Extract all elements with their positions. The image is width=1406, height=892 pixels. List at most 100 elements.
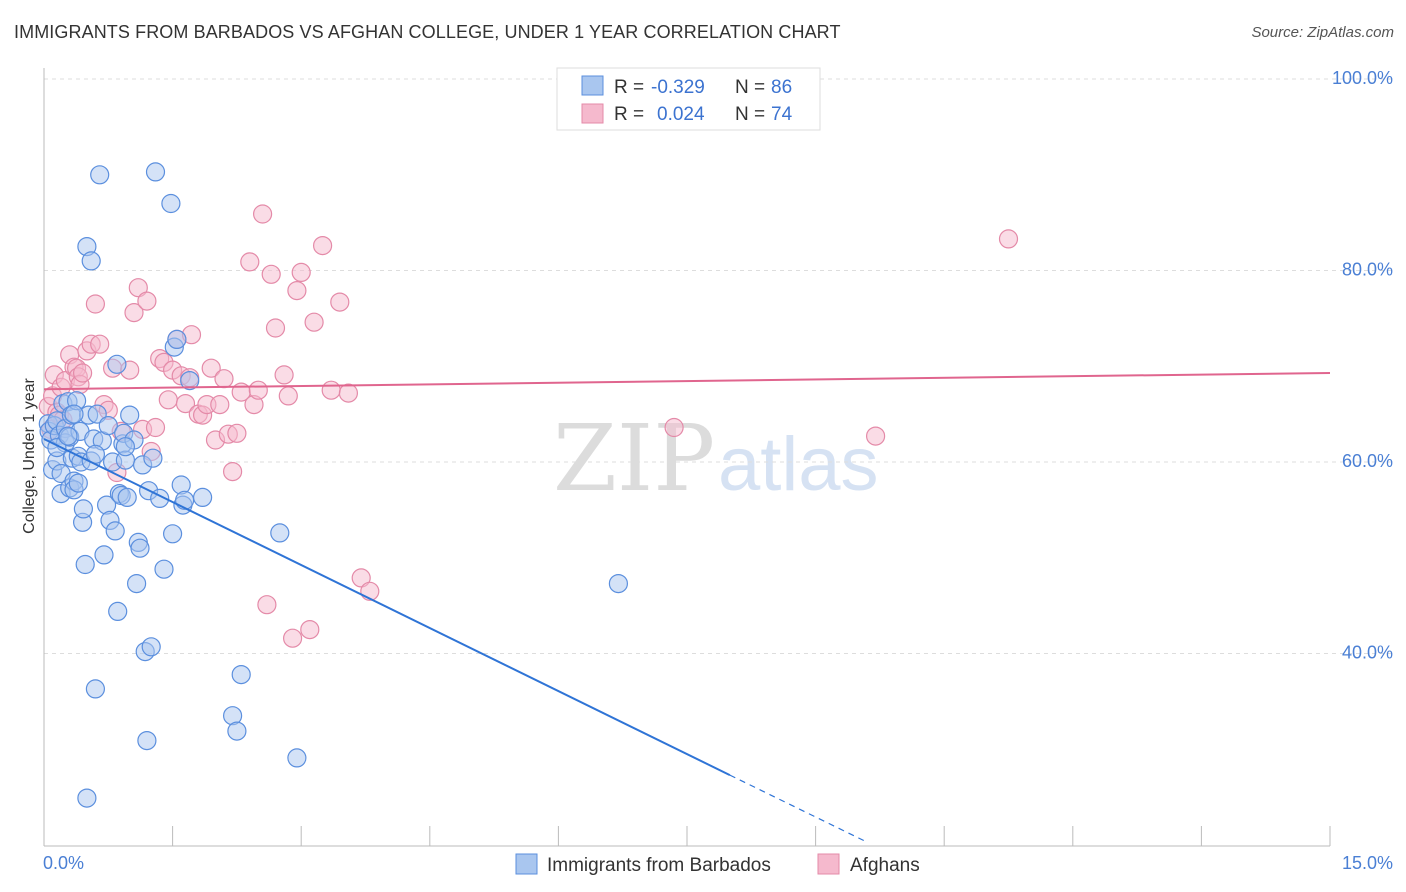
x-tick-label-min: 0.0% [43,853,84,873]
series-legend-swatch-barbados [515,853,538,875]
point-afghans-26 [128,278,148,298]
point-afghans-55 [257,595,277,615]
point-barbados-42 [107,354,127,374]
y-tick-label-60: 60.0% [1342,451,1393,471]
point-afghans-60 [283,628,303,648]
point-barbados-83 [58,426,78,446]
legend-swatch-barbados [581,75,604,96]
point-barbados-52 [127,573,147,594]
y-tick-label-80: 80.0% [1342,260,1393,280]
point-barbados-70 [175,490,195,510]
point-afghans-58 [274,365,294,385]
point-afghans-72 [998,229,1019,249]
point-barbados-71 [180,371,200,391]
point-barbados-50 [120,405,140,425]
point-afghans-33 [158,390,178,410]
point-barbados-64 [161,193,181,214]
point-afghans-48 [223,462,243,482]
point-barbados-61 [145,162,166,182]
point-afghans-64 [304,312,324,332]
point-afghans-45 [210,395,230,415]
point-barbados-54 [130,538,150,558]
y-tick-label-40: 40.0% [1342,643,1393,663]
point-afghans-68 [338,383,358,403]
point-barbados-77 [287,748,307,768]
point-barbados-32 [85,679,106,699]
point-barbados-79 [608,573,629,594]
legend-n-value-barbados: 86 [771,77,792,98]
point-barbados-85 [115,437,136,457]
gridlines [44,78,1392,654]
trend-lines [43,371,1331,843]
point-afghans-53 [248,380,268,400]
trend-line-barbados-extension [729,774,868,843]
watermark-atlas: atlas [718,422,879,507]
legend-n-label-barbados: N = [735,77,765,98]
point-afghans-73 [664,417,684,438]
legend-n-value-afghans: 74 [771,104,793,125]
point-afghans-62 [291,262,311,282]
series-legend-label-barbados: Immigrants from Barbados [547,855,771,876]
point-afghans-67 [330,292,350,312]
point-afghans-14 [72,363,93,383]
point-barbados-57 [137,730,157,751]
series-legend-label-afghans: Afghans [850,855,920,876]
y-tick-label-100: 100.0% [1332,68,1393,88]
point-barbados-65 [163,524,183,544]
point-barbados-36 [94,545,114,565]
point-afghans-46 [214,369,234,389]
point-barbados-34 [90,165,110,185]
point-afghans-56 [261,264,281,284]
point-barbados-59 [141,637,161,657]
stats-legend: R = -0.329 N = 86 R = 0.024 N = 74 [556,67,821,131]
legend-r-value-barbados: -0.329 [651,77,705,98]
point-barbados-41 [105,521,125,541]
point-barbados-76 [270,523,290,543]
point-afghans-37 [175,394,196,414]
point-afghans-18 [90,334,110,354]
y-tick-labels: 40.0% 60.0% 80.0% 100.0% [1332,68,1393,663]
point-barbados-82 [68,473,88,493]
point-barbados-25 [73,499,94,519]
point-afghans-61 [287,281,307,301]
chart-title: IMMIGRANTS FROM BARBADOS VS AFGHAN COLLE… [14,22,841,42]
point-afghans-25 [124,303,144,323]
point-barbados-43 [108,601,128,622]
point-barbados-29 [81,251,101,271]
point-afghans-30 [145,417,166,438]
series-legend-swatch-afghans [817,853,840,875]
point-barbados-33 [87,404,107,424]
point-barbados-63 [154,559,174,579]
point-barbados-26 [75,554,95,575]
legend-r-label-barbados: R = [614,77,644,98]
legend-swatch-afghans [581,103,604,124]
point-afghans-54 [253,204,273,224]
point-afghans-43 [201,358,221,378]
legend-r-label-afghans: R = [614,104,644,125]
point-barbados-60 [143,448,163,468]
point-afghans-59 [278,386,298,406]
point-barbados-80 [64,404,84,424]
trend-line-barbados [43,438,731,777]
trend-line-afghans [43,371,1331,391]
point-barbados-38 [98,416,118,436]
point-afghans-51 [240,252,260,272]
point-afghans-71 [865,426,886,446]
point-afghans-66 [321,380,341,400]
point-barbados-67 [167,329,187,349]
x-ticks [43,826,1331,846]
point-afghans-65 [313,236,333,256]
point-afghans-28 [137,291,157,311]
point-barbados-78 [77,788,97,808]
legend-n-label-afghans: N = [735,104,765,125]
point-barbados-75 [231,664,251,685]
source-credit: Source: ZipAtlas.com [1251,24,1394,41]
point-barbados-49 [117,487,137,507]
series-barbados-points [38,162,629,808]
series-legend: Immigrants from Barbados Afghans [515,853,920,876]
watermark-zip: ZIP [553,405,715,512]
legend-r-value-afghans: 0.024 [657,104,705,125]
point-barbados-72 [193,487,213,507]
y-axis-label: College, Under 1 year [21,378,38,534]
